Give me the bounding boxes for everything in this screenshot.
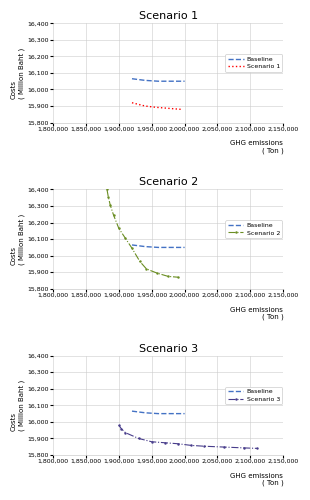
Line: Baseline: Baseline: [132, 78, 184, 81]
Scenario 2: [138, 258, 142, 264]
Scenario 1: [179, 106, 183, 112]
Baseline: [157, 78, 160, 84]
Baseline: [183, 244, 186, 250]
Title: Scenario 1: Scenario 1: [139, 11, 198, 21]
Scenario 3: [117, 422, 121, 428]
Scenario 2: [176, 274, 180, 280]
Scenario 2: [108, 202, 112, 208]
Baseline: [170, 244, 173, 250]
Line: Scenario 3: Scenario 3: [118, 424, 258, 450]
Scenario 2: [106, 194, 110, 200]
Scenario 3: [189, 442, 193, 448]
Line: Scenario 1: Scenario 1: [132, 102, 181, 110]
Baseline: [143, 78, 147, 84]
X-axis label: GHG emissions
( Ton ): GHG emissions ( Ton ): [230, 140, 283, 154]
Scenario 3: [124, 430, 127, 436]
Title: Scenario 2: Scenario 2: [139, 178, 198, 188]
Scenario 3: [150, 439, 153, 445]
Scenario 3: [137, 436, 140, 442]
Scenario 2: [105, 186, 109, 192]
Scenario 1: [143, 103, 147, 109]
Scenario 3: [120, 426, 123, 432]
Scenario 2: [166, 274, 170, 280]
Baseline: [183, 78, 186, 84]
Line: Baseline: Baseline: [132, 411, 184, 414]
Scenario 2: [144, 266, 148, 272]
Scenario 3: [163, 440, 167, 446]
Legend: Baseline, Scenario 3: Baseline, Scenario 3: [225, 386, 282, 404]
Scenario 3: [202, 443, 206, 449]
Scenario 1: [153, 104, 157, 110]
Legend: Baseline, Scenario 2: Baseline, Scenario 2: [225, 220, 282, 238]
Y-axis label: Costs
( Million Baht ): Costs ( Million Baht ): [11, 380, 24, 431]
Baseline: [143, 410, 147, 416]
Scenario 3: [255, 446, 259, 452]
Baseline: [143, 244, 147, 250]
Baseline: [170, 78, 173, 84]
Scenario 3: [242, 445, 246, 451]
Baseline: [157, 410, 160, 416]
X-axis label: GHG emissions
( Ton ): GHG emissions ( Ton ): [230, 473, 283, 486]
Legend: Baseline, Scenario 1: Baseline, Scenario 1: [225, 54, 282, 72]
Baseline: [183, 410, 186, 416]
Baseline: [130, 76, 134, 82]
Scenario 3: [222, 444, 226, 450]
Line: Baseline: Baseline: [132, 245, 184, 248]
Scenario 2: [130, 245, 134, 251]
Baseline: [170, 410, 173, 416]
Baseline: [130, 408, 134, 414]
Scenario 3: [176, 441, 180, 447]
Line: Scenario 2: Scenario 2: [106, 188, 179, 278]
Scenario 2: [124, 236, 127, 242]
Scenario 2: [117, 226, 121, 232]
Scenario 1: [163, 105, 167, 111]
Scenario 2: [155, 270, 159, 276]
X-axis label: GHG emissions
( Ton ): GHG emissions ( Ton ): [230, 306, 283, 320]
Scenario 1: [130, 100, 134, 105]
Baseline: [157, 244, 160, 250]
Scenario 1: [173, 106, 177, 112]
Scenario 2: [112, 212, 115, 218]
Y-axis label: Costs
( Million Baht ): Costs ( Million Baht ): [11, 214, 24, 265]
Y-axis label: Costs
( Million Baht ): Costs ( Million Baht ): [11, 48, 24, 98]
Baseline: [130, 242, 134, 248]
Title: Scenario 3: Scenario 3: [139, 344, 198, 353]
